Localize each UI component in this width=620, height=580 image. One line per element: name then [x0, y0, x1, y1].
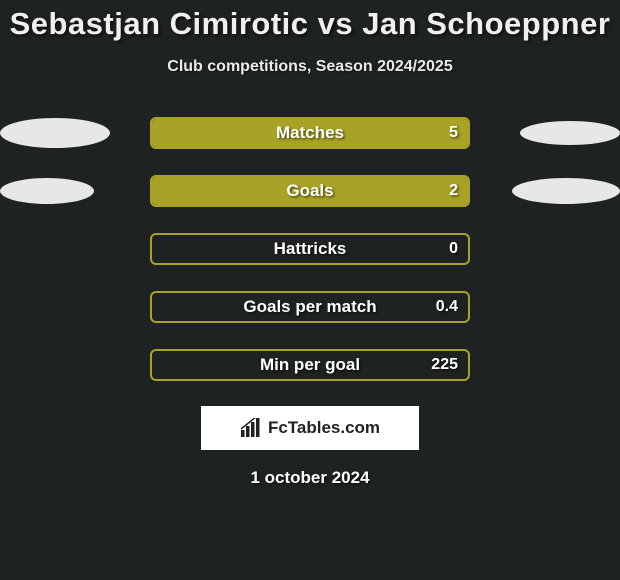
- stat-rows: Matches5Goals2Hattricks0Goals per match0…: [0, 116, 620, 382]
- stat-value: 0: [449, 240, 458, 258]
- left-ellipse-slot: [0, 178, 130, 204]
- stat-row: Min per goal225: [0, 348, 620, 382]
- stat-bar: Matches5: [150, 117, 470, 149]
- brand-badge: FcTables.com: [201, 406, 419, 450]
- stat-row: Goals per match0.4: [0, 290, 620, 324]
- stat-value: 5: [449, 124, 458, 142]
- player-ellipse-right: [520, 121, 620, 145]
- player-ellipse-right: [512, 178, 620, 204]
- stat-value: 2: [449, 182, 458, 200]
- stat-value: 0.4: [436, 298, 458, 316]
- stat-label: Matches: [152, 123, 468, 143]
- stat-value: 225: [431, 356, 458, 374]
- stat-label: Min per goal: [152, 355, 468, 375]
- player-ellipse-left: [0, 118, 110, 148]
- comparison-card: Sebastjan Cimirotic vs Jan Schoeppner Cl…: [0, 0, 620, 488]
- stat-row: Hattricks0: [0, 232, 620, 266]
- stat-bar: Min per goal225: [150, 349, 470, 381]
- stat-label: Goals per match: [152, 297, 468, 317]
- stat-bar: Goals2: [150, 175, 470, 207]
- stat-row: Matches5: [0, 116, 620, 150]
- stat-bar: Hattricks0: [150, 233, 470, 265]
- player-ellipse-left: [0, 178, 94, 204]
- stat-bar: Goals per match0.4: [150, 291, 470, 323]
- chart-icon: [240, 418, 262, 438]
- page-title: Sebastjan Cimirotic vs Jan Schoeppner: [0, 6, 620, 42]
- right-ellipse-slot: [490, 121, 620, 145]
- stat-label: Hattricks: [152, 239, 468, 259]
- right-ellipse-slot: [490, 178, 620, 204]
- stat-label: Goals: [152, 181, 468, 201]
- left-ellipse-slot: [0, 118, 130, 148]
- stat-row: Goals2: [0, 174, 620, 208]
- season-subtitle: Club competitions, Season 2024/2025: [0, 58, 620, 76]
- brand-text: FcTables.com: [268, 418, 380, 438]
- date-text: 1 october 2024: [0, 468, 620, 488]
